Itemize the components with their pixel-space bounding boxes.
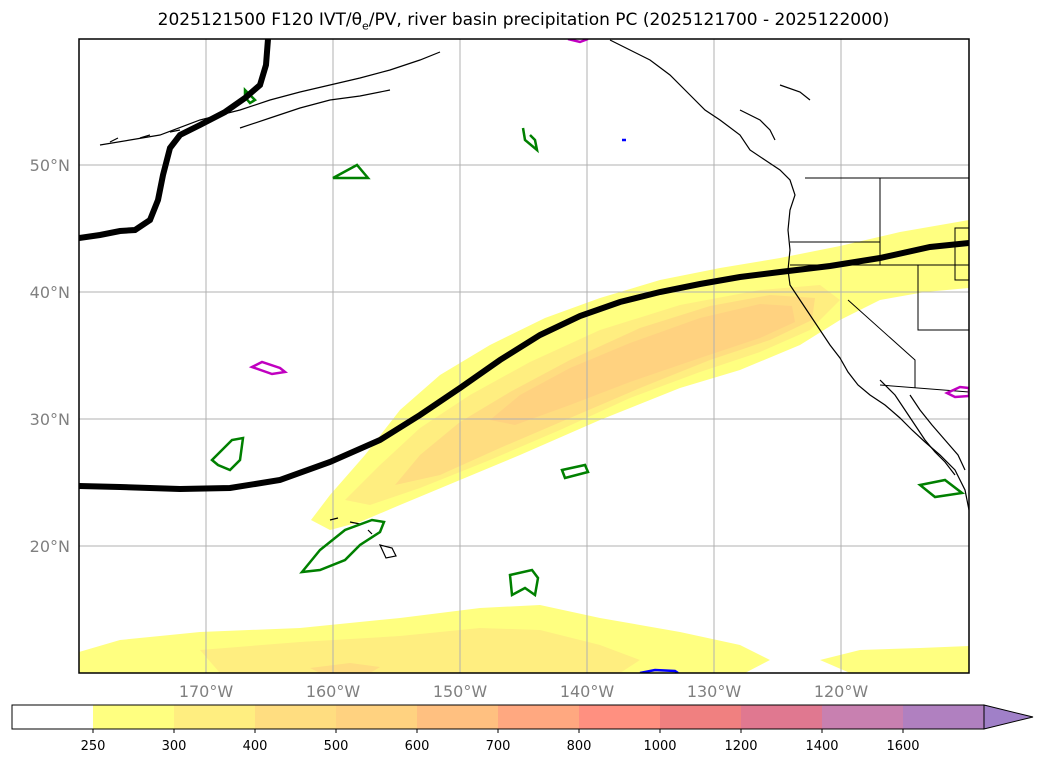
map-title: 2025121500 F120 IVT/θe/PV, river basin p… — [0, 10, 1047, 32]
title-prefix: 2025121500 F120 IVT/θ — [157, 10, 362, 30]
map-frame — [78, 38, 970, 674]
ivt-500-band — [490, 304, 795, 425]
graticule — [79, 39, 969, 673]
colorbar-segment — [498, 705, 579, 729]
baja-coast — [879, 379, 956, 476]
colorbar-segment — [822, 705, 903, 729]
blue-contour-south — [639, 668, 679, 673]
theta-contour-gulf — [521, 127, 539, 154]
lon-label-120w: 120°W — [814, 682, 869, 701]
colorbar-tick-label: 1000 — [643, 739, 676, 754]
theta-contour-south — [508, 568, 540, 598]
alaska-peninsula-coast — [239, 89, 391, 129]
pv-contour-main — [79, 240, 969, 493]
california-nevada-border — [847, 299, 916, 388]
title-subscript: e — [362, 19, 369, 33]
lon-label-130w: 130°W — [687, 682, 742, 701]
title-suffix: /PV, river basin precipitation PC (20251… — [368, 10, 890, 30]
colorbar-tick-label: 500 — [324, 739, 349, 754]
lon-label-160w: 160°W — [306, 682, 361, 701]
hawaii-islands — [329, 517, 397, 559]
colorbar-segment — [579, 705, 660, 729]
lon-label-170w: 170°W — [179, 682, 234, 701]
colorbar-segment — [417, 705, 498, 729]
aleutian-coast — [99, 51, 441, 146]
colorbar: 250 300 400 500 600 700 800 1000 1200 1400 1600 — [11, 704, 1034, 754]
lon-label-150w: 150°W — [433, 682, 488, 701]
magenta-contours — [248, 39, 969, 399]
north-america-coast — [609, 39, 969, 511]
lon-label-140w: 140°W — [560, 682, 615, 701]
magenta-contour-west — [248, 360, 289, 376]
lat-label-20n: 20°N — [30, 537, 70, 556]
colorbar-tick-label: 300 — [162, 739, 187, 754]
magenta-contour-north — [567, 39, 589, 44]
blue-contours — [622, 138, 679, 673]
theta-contour-central — [560, 463, 590, 480]
gulf-of-california — [909, 394, 966, 471]
colorbar-tick-label: 800 — [567, 739, 592, 754]
lat-label-50n: 50°N — [30, 156, 70, 175]
bc-islands — [739, 84, 811, 141]
colorbar-segment — [12, 705, 93, 729]
colorbar-tick-label: 600 — [405, 739, 430, 754]
coastlines — [99, 39, 969, 559]
magenta-contour-east — [944, 385, 969, 399]
colorbar-tick-label: 1400 — [805, 739, 838, 754]
colorbar-tick-label: 1200 — [724, 739, 757, 754]
theta-contour-north — [332, 163, 371, 180]
colorbar-segment — [93, 705, 174, 729]
colorbar-segment — [174, 705, 255, 729]
colorbar-tick-label: 700 — [486, 739, 511, 754]
lat-label-40n: 40°N — [30, 283, 70, 302]
aleutian-islands — [109, 129, 181, 143]
colorbar-tick-label: 250 — [81, 739, 106, 754]
colorbar-extend-arrow — [983, 704, 1034, 730]
pv-contour-north — [79, 39, 271, 241]
colorbar-tick-label: 1600 — [886, 739, 919, 754]
colorbar-segment — [903, 705, 984, 729]
colorbar-tick-label: 400 — [243, 739, 268, 754]
theta-contour-west — [210, 436, 245, 472]
ivt-400-south — [310, 663, 380, 673]
wyoming-box — [954, 227, 969, 281]
colorbar-segment — [660, 705, 741, 729]
colorbar-segment — [336, 705, 417, 729]
ivt-300-south — [200, 628, 640, 673]
theta-contour-hawaii — [299, 518, 386, 574]
colorbar-segment — [255, 705, 336, 729]
theta-contour-mexico — [917, 478, 966, 499]
lat-label-30n: 30°N — [30, 410, 70, 429]
ivt-250-south-east — [820, 646, 969, 673]
colorbar-segment — [741, 705, 822, 729]
